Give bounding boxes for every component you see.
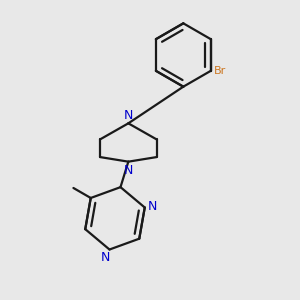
Text: N: N [124, 109, 133, 122]
Text: N: N [124, 164, 133, 177]
Text: N: N [147, 200, 157, 213]
Text: N: N [101, 251, 110, 264]
Text: Br: Br [214, 66, 226, 76]
